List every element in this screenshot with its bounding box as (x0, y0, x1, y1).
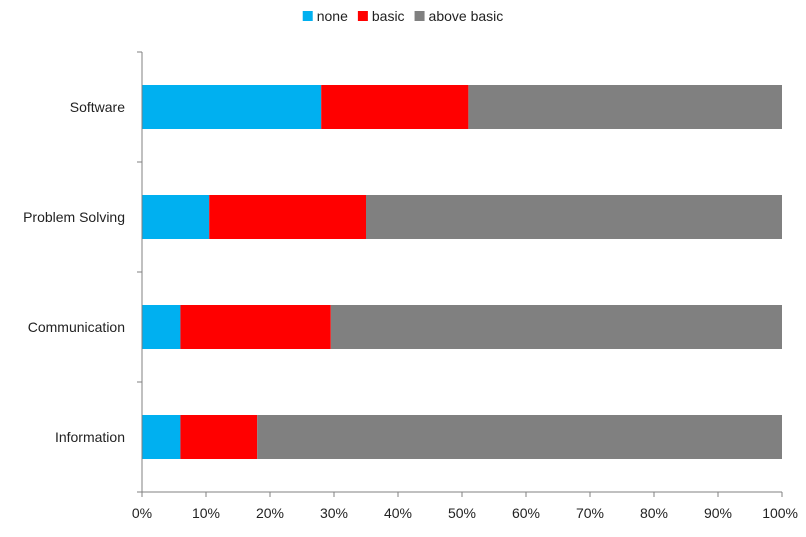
bar-communication-above-basic (330, 305, 782, 349)
legend-label-none: none (317, 8, 348, 24)
bar-communication-basic (180, 305, 331, 349)
x-tick-label: 30% (320, 505, 348, 521)
x-tick-label: 60% (512, 505, 540, 521)
category-label-information: Information (55, 429, 125, 445)
bars (142, 85, 782, 459)
x-tick-label: 50% (448, 505, 476, 521)
bar-software-none (142, 85, 322, 129)
x-tick-label: 100% (762, 505, 798, 521)
category-label-problem-solving: Problem Solving (23, 209, 125, 225)
bar-problem-solving-basic (209, 195, 366, 239)
x-tick-label: 40% (384, 505, 412, 521)
legend-label-above-basic: above basic (429, 8, 504, 24)
x-tick-label: 0% (132, 505, 152, 521)
legend: none basic above basic (302, 8, 504, 24)
legend-swatch-above-basic (414, 11, 425, 21)
bar-software-basic (321, 85, 469, 129)
x-tick-label: 20% (256, 505, 284, 521)
y-axis: Software Problem Solving Communication Info… (23, 51, 143, 493)
bar-information-basic (180, 415, 258, 459)
bar-communication-none (142, 305, 181, 349)
bar-software-above-basic (468, 85, 782, 129)
x-axis: 0% 10% 20% 30% 40% 50% 60% 70% 80% 90% 100% (132, 491, 798, 521)
x-tick-label: 70% (576, 505, 604, 521)
bar-information-above-basic (257, 415, 782, 459)
legend-label-basic: basic (372, 8, 405, 24)
x-tick-label: 80% (640, 505, 668, 521)
legend-swatch-basic (357, 11, 368, 21)
bar-problem-solving-none (142, 195, 210, 239)
category-label-communication: Communication (28, 319, 125, 335)
x-tick-label: 10% (192, 505, 220, 521)
bar-information-none (142, 415, 181, 459)
legend-swatch-none (302, 11, 313, 21)
category-label-software: Software (70, 99, 125, 115)
x-tick-label: 90% (704, 505, 732, 521)
bar-problem-solving-above-basic (366, 195, 782, 239)
